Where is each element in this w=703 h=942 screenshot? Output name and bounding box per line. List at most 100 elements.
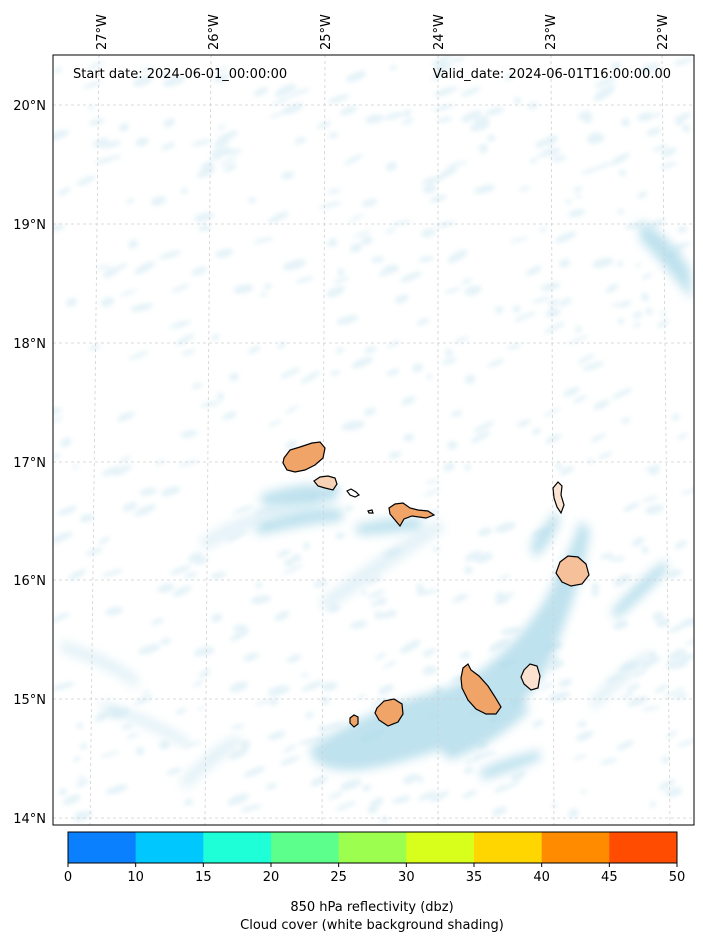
cloud-patch [540,682,555,691]
cloud-patch [590,433,607,443]
cloud-patch [121,724,133,730]
cloud-patch [659,162,677,170]
cloud-patch [224,163,237,173]
cloud-patch [150,618,164,626]
cloud-patch [57,506,78,516]
cloud-patch [599,553,610,560]
cloud-patch [416,775,424,783]
cloud-patch [464,285,482,296]
cloud-patch [139,66,157,73]
cloud-patch [216,67,228,73]
cloud-patch [128,351,149,360]
cloud-patch [622,502,640,512]
cloud-patch [502,592,515,599]
cloud-patch [631,537,645,547]
cloud-patch [175,333,195,346]
cloud-patch [641,272,653,280]
cloud-patch [216,130,239,142]
cloud-patch [680,488,694,495]
cloud-patch [117,411,134,418]
cloud-patch [178,459,200,467]
cloud-patch [101,466,122,476]
cloud-patch [605,283,619,293]
cloud-patch [221,149,243,156]
lat-label: 15°N [13,693,46,708]
cloud-patch [558,678,573,688]
cloud-patch [495,591,505,600]
cloud-patch [511,771,527,781]
cloud-patch [76,722,83,729]
cloud-patch [416,583,425,593]
cloud-patch [328,791,343,800]
cloud-patch [207,154,224,163]
cloud-patch [667,569,682,578]
cloud-patch [595,162,612,170]
cloud-patch [573,754,587,760]
cloud-patch [160,638,172,645]
start-date-annotation: Start date: 2024-06-01_00:00:00 [73,67,287,82]
cloud-patch [200,400,221,408]
cloud-patch [259,292,268,297]
cloud-patch [564,199,573,205]
longitude-labels: 27°W 26°W 25°W 24°W 23°W 22°W [95,14,671,50]
cloud-patch [453,336,470,344]
cloud-patch [500,627,522,635]
cloud-patch [543,407,561,417]
cloud-patch [582,361,605,371]
cloud-patch [531,296,551,304]
cloud-patch [462,790,478,799]
cloud-patch [619,169,626,177]
cloud-patch [580,789,587,795]
cloud-patch [105,784,128,795]
cloud-patch [593,399,610,410]
cloud-patch [76,775,86,780]
cloud-patch [113,464,133,476]
cloud-patch [339,106,358,115]
cloud-patch [375,597,387,606]
latitude-labels: 20°N 19°N 18°N 17°N 16°N 15°N 14°N [13,99,46,827]
cloud-patch [321,682,338,691]
cloud-patch [611,303,620,307]
cloud-patch [300,371,321,384]
cloud-patch [281,102,304,115]
cloud-patch [436,116,453,123]
cloud-patch [340,779,362,791]
cloud-patch [191,139,212,146]
cloud-patch [658,779,676,790]
cloud-patch [79,743,88,750]
cloud-patch [577,110,592,120]
cloud-patch [222,411,237,420]
cloud-patch [536,151,554,158]
cloud-patch [327,188,341,194]
cloud-patch [645,504,664,515]
island-santiago-icon [460,663,502,715]
cloud-patch [385,161,398,171]
cloud-patch [301,680,324,692]
cloud-patch [641,495,659,503]
cloud-patch [75,779,90,788]
island-sal-icon [552,481,565,515]
cloud-cover-shading [53,55,694,823]
cloud-patch [386,340,401,349]
cloud-patch [439,166,458,178]
colorbar-segment [203,832,272,863]
island-sao-vicente-icon [313,475,338,491]
cloud-patch [576,731,594,742]
cloud-patch [316,120,332,129]
cloud-patch [57,187,71,196]
cloud-patch [348,213,365,224]
cloud-patch [568,808,579,818]
colorbar-segment [609,832,678,863]
cloud-patch [194,212,214,222]
cloud-patch [118,123,129,132]
cloud-patch [611,387,633,399]
cloud-patch [620,692,634,700]
cloud-patch [525,265,542,276]
cloud-patch [334,532,346,540]
cloud-patch [664,787,682,793]
cloud-patch [641,546,649,554]
cloud-patch [403,109,412,117]
cloud-patch [284,558,295,567]
cloud-patch [87,61,105,71]
cloud-patch [540,282,561,292]
